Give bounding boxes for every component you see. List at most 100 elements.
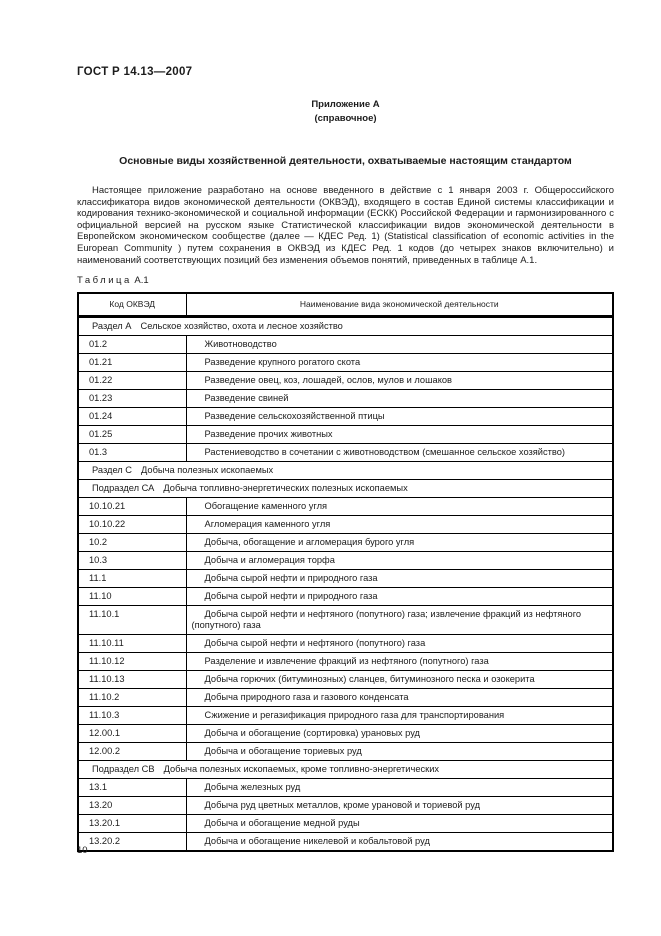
activity-name-cell: Добыча сырой нефти и природного газа: [185, 569, 614, 589]
activity-name-cell: Добыча и обогащение никелевой и кобальто…: [185, 832, 614, 852]
table-label: Таблица А.1: [77, 275, 614, 286]
table-row: 01.3 Растениеводство в сочетании с животн…: [77, 443, 614, 463]
table-row: 12.00.1 Добыча и обогащение (сортировка) …: [77, 724, 614, 744]
table-row: 01.22 Разведение овец, коз, лошадей, осло…: [77, 371, 614, 391]
table-row: 13.20.2 Добыча и обогащение никелевой и к…: [77, 832, 614, 852]
okved-code-cell: 11.10: [77, 587, 187, 607]
table-row: 10.3 Добыча и агломерация торфа: [77, 551, 614, 571]
section-label: Подраздел СА: [92, 483, 155, 494]
section-title: Сельское хозяйство, охота и лесное хозяй…: [140, 321, 343, 332]
activity-name-cell: Сжижение и регазификация природного газа…: [185, 706, 614, 726]
activity-name-cell: Добыча и обогащение медной руды: [185, 814, 614, 834]
section-title: Добыча полезных ископаемых: [141, 465, 274, 476]
table-row: 11.10.2 Добыча природного газа и газового…: [77, 688, 614, 708]
page-title: Основные виды хозяйственной деятельности…: [119, 155, 572, 167]
table-row: 10.10.21 Обогащение каменного угля: [77, 497, 614, 517]
section-cell: Раздел А Сельское хозяйство, охота и лесн…: [77, 316, 614, 337]
annex-title: Приложение А: [311, 99, 380, 110]
okved-code-cell: 01.24: [77, 407, 187, 427]
table-row: 01.21 Разведение крупного рогатого скота: [77, 353, 614, 373]
table-row: 01.25 Разведение прочих животных: [77, 425, 614, 445]
okved-code-cell: 13.20: [77, 796, 187, 816]
okved-code-cell: 10.3: [77, 551, 187, 571]
okved-code-cell: 10.10.22: [77, 515, 187, 535]
intro-paragraph: Настоящее приложение разработано на осно…: [77, 185, 614, 266]
okved-code-cell: 10.2: [77, 533, 187, 553]
okved-code-cell: 11.10.2: [77, 688, 187, 708]
table-row: 11.10.1 Добыча сырой нефти и нефтяного (п…: [77, 605, 614, 636]
activity-name-cell: Добыча и агломерация торфа: [185, 551, 614, 571]
okved-code-cell: 01.21: [77, 353, 187, 373]
activity-name-cell: Растениеводство в сочетании с животновод…: [185, 443, 614, 463]
column-header-code: Код ОКВЭД: [77, 292, 187, 319]
activity-name-cell: Добыча, обогащение и агломерация бурого …: [185, 533, 614, 553]
activity-name-cell: Добыча руд цветных металлов, кроме урано…: [185, 796, 614, 816]
activity-name-cell: Добыча горючих (битуминозных) сланцев, б…: [185, 670, 614, 690]
table-row: 11.10.3 Сжижение и регазификация природно…: [77, 706, 614, 726]
section-row: Раздел С Добыча полезных ископаемых: [77, 461, 614, 481]
section-title: Добыча топливно-энергетических полезных …: [163, 483, 408, 494]
table-row: 11.10.11 Добыча сырой нефти и нефтяного (…: [77, 634, 614, 654]
table-label-word: Таблица: [77, 275, 132, 287]
table-row: 13.1 Добыча железных руд: [77, 778, 614, 798]
okved-code-cell: 13.20.1: [77, 814, 187, 834]
section-label: Раздел С: [92, 465, 133, 476]
okved-code-cell: 01.3: [77, 443, 187, 463]
column-header-name: Наименование вида экономической деятельн…: [185, 292, 614, 319]
okved-code-cell: 11.1: [77, 569, 187, 589]
activity-name-cell: Разделение и извлечение фракций из нефтя…: [185, 652, 614, 672]
table-row: 01.23 Разведение свиней: [77, 389, 614, 409]
activity-name-cell: Добыча и обогащение (сортировка) урановы…: [185, 724, 614, 744]
document-code: ГОСТ Р 14.13—2007: [77, 66, 193, 78]
okved-code-cell: 13.1: [77, 778, 187, 798]
activity-name-cell: Агломерация каменного угля: [185, 515, 614, 535]
annex-subtitle: (справочное): [314, 113, 377, 124]
table-row: 10.2 Добыча, обогащение и агломерация бур…: [77, 533, 614, 553]
table-row: 11.1 Добыча сырой нефти и природного газа: [77, 569, 614, 589]
section-row: Подраздел СВ Добыча полезных ископаемых, …: [77, 760, 614, 780]
activity-name-cell: Животноводство: [185, 335, 614, 355]
table-row: 11.10 Добыча сырой нефти и природного газ…: [77, 587, 614, 607]
activity-name-cell: Обогащение каменного угля: [185, 497, 614, 517]
okved-code-cell: 13.20.2: [77, 832, 187, 852]
okved-code-cell: 12.00.1: [77, 724, 187, 744]
section-cell: Раздел С Добыча полезных ископаемых: [77, 461, 614, 481]
activity-name-cell: Добыча железных руд: [185, 778, 614, 798]
activity-name-cell: Добыча сырой нефти и природного газа: [185, 587, 614, 607]
table-label-number: А.1: [134, 275, 149, 287]
section-row: Подраздел СА Добыча топливно-энергетическ…: [77, 479, 614, 499]
okved-code-cell: 12.00.2: [77, 742, 187, 762]
table-body: Раздел А Сельское хозяйство, охота и лесн…: [77, 316, 614, 852]
table-row: 10.10.22 Агломерация каменного угля: [77, 515, 614, 535]
okved-code-cell: 11.10.1: [77, 605, 187, 636]
okved-code-cell: 11.10.3: [77, 706, 187, 726]
table-row: 01.24 Разведение сельскохозяйственной пти…: [77, 407, 614, 427]
table-row: 13.20.1 Добыча и обогащение медной руды: [77, 814, 614, 834]
okved-code-cell: 11.10.11: [77, 634, 187, 654]
table-row: 11.10.13 Добыча горючих (битуминозных) сл…: [77, 670, 614, 690]
activity-name-cell: Разведение овец, коз, лошадей, ослов, му…: [185, 371, 614, 391]
section-cell: Подраздел СА Добыча топливно-энергетическ…: [77, 479, 614, 499]
okved-code-cell: 10.10.21: [77, 497, 187, 517]
activity-name-cell: Добыча и обогащение ториевых руд: [185, 742, 614, 762]
okved-code-cell: 01.25: [77, 425, 187, 445]
section-title: Добыча полезных ископаемых, кроме топлив…: [163, 764, 440, 775]
table-row: 13.20 Добыча руд цветных металлов, кроме …: [77, 796, 614, 816]
table-header-row: Код ОКВЭД Наименование вида экономическо…: [77, 292, 614, 319]
table-row: 12.00.2 Добыча и обогащение ториевых руд: [77, 742, 614, 762]
activity-name-cell: Разведение свиней: [185, 389, 614, 409]
okved-code-cell: 11.10.13: [77, 670, 187, 690]
table-row: 11.10.12 Разделение и извлечение фракций …: [77, 652, 614, 672]
activity-name-cell: Разведение прочих животных: [185, 425, 614, 445]
activity-name-cell: Добыча природного газа и газового конден…: [185, 688, 614, 708]
okved-table: Код ОКВЭД Наименование вида экономическо…: [77, 292, 614, 853]
okved-code-cell: 11.10.12: [77, 652, 187, 672]
page-number: 10: [77, 845, 88, 856]
section-label: Подраздел СВ: [92, 764, 155, 775]
section-label: Раздел А: [92, 321, 132, 332]
okved-code-cell: 01.23: [77, 389, 187, 409]
okved-code-cell: 01.2: [77, 335, 187, 355]
annex-heading: Приложение А (справочное): [77, 98, 614, 126]
activity-name-cell: Добыча сырой нефти и нефтяного (попутног…: [185, 605, 614, 636]
